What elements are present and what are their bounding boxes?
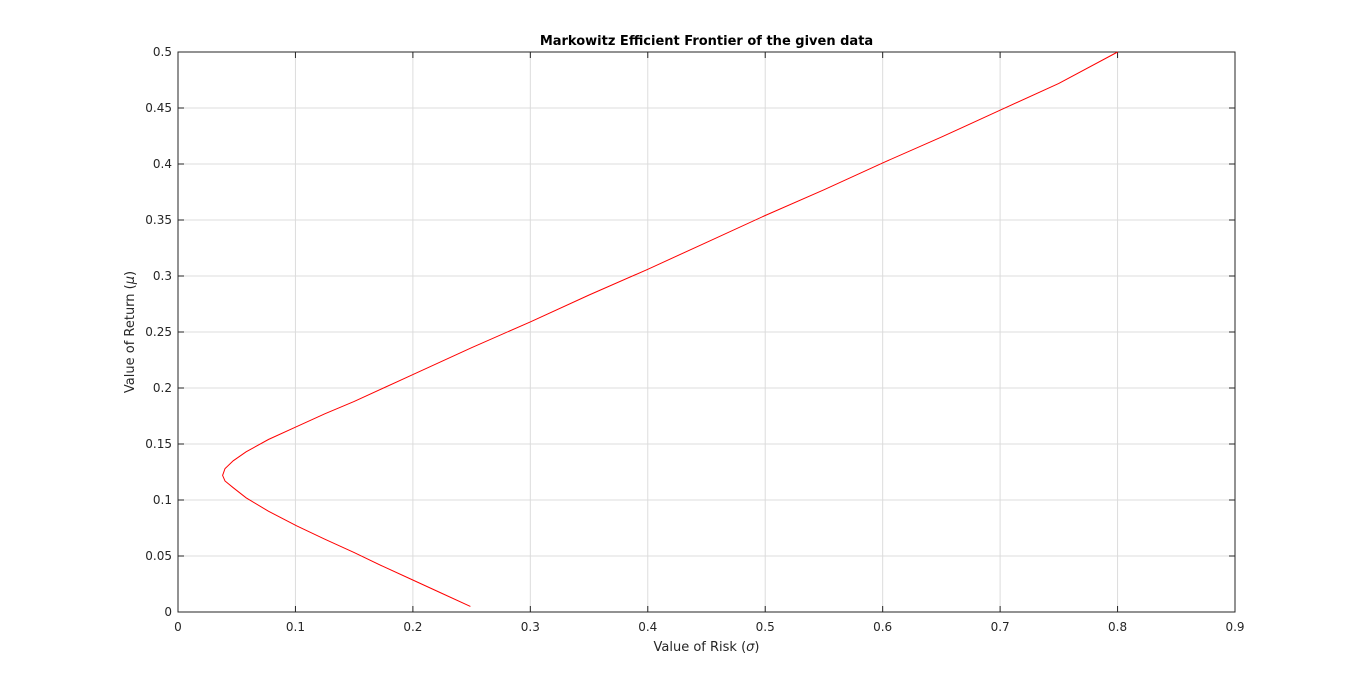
y-tick-label: 0.2: [153, 381, 172, 395]
y-tick-label: 0.05: [145, 549, 172, 563]
x-axis-label-text: Value of Risk (: [654, 640, 747, 655]
x-tick-label: 0.7: [991, 620, 1010, 634]
x-tick-label: 0: [174, 620, 182, 634]
x-tick-label: 0.3: [521, 620, 540, 634]
x-tick-label: 0.2: [403, 620, 422, 634]
y-tick-label: 0.15: [145, 437, 172, 451]
tick-labels: 0 0.1 0.2 0.3 0.4 0.5 0.6 0.7 0.8 0.9 0 0.05 0.1 0.15…: [145, 45, 1244, 634]
x-tick-label: 0.5: [756, 620, 775, 634]
x-tick-label: 0.9: [1225, 620, 1244, 634]
x-axis-label-close: ): [754, 640, 759, 655]
y-tick-label: 0: [164, 605, 172, 619]
x-tick-label: 0.6: [873, 620, 892, 634]
frontier-line: [222, 51, 1118, 607]
y-axis-label-close: ): [123, 271, 138, 276]
y-tick-label: 0.25: [145, 325, 172, 339]
y-axis-label: Value of Return (μ): [123, 271, 138, 393]
x-tick-label: 0.4: [638, 620, 657, 634]
y-axis-label-symbol: μ: [123, 276, 138, 285]
grid-lines: [178, 52, 1235, 612]
y-tick-label: 0.4: [153, 157, 172, 171]
axis-ticks: [177, 51, 1236, 613]
y-tick-label: 0.45: [145, 101, 172, 115]
x-axis-label: Value of Risk (σ): [654, 640, 760, 655]
y-tick-label: 0.1: [153, 493, 172, 507]
y-tick-label: 0.3: [153, 269, 172, 283]
x-axis-label-symbol: σ: [746, 640, 755, 655]
y-axis-label-text: Value of Return (: [123, 284, 138, 393]
y-tick-label: 0.35: [145, 213, 172, 227]
x-tick-label: 0.1: [286, 620, 305, 634]
chart-title: Markowitz Efficient Frontier of the give…: [540, 34, 873, 49]
y-tick-label: 0.5: [153, 45, 172, 59]
series-layer: [222, 51, 1118, 607]
x-tick-label: 0.8: [1108, 620, 1127, 634]
